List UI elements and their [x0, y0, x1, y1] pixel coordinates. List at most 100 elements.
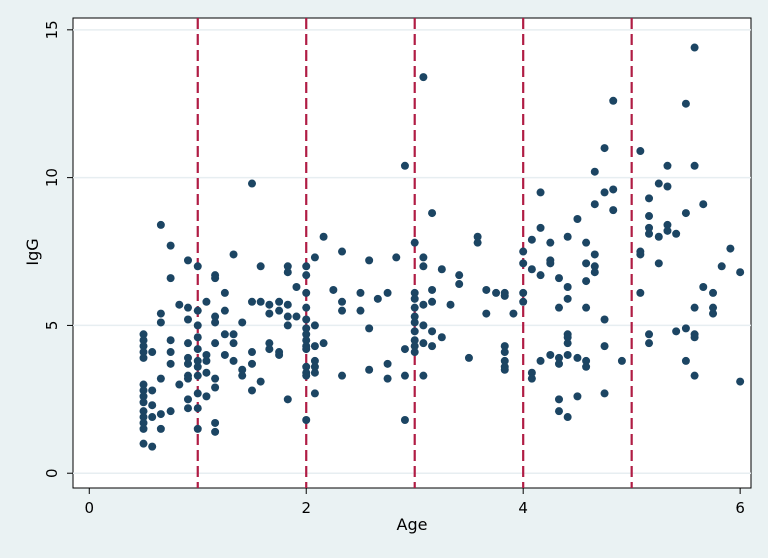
data-point — [509, 309, 518, 318]
data-point — [310, 253, 319, 262]
data-point — [527, 374, 536, 383]
data-point — [302, 330, 311, 339]
data-point — [310, 321, 319, 330]
data-point — [148, 348, 157, 357]
data-point — [600, 144, 609, 153]
data-point — [645, 330, 654, 339]
data-point — [148, 442, 157, 451]
data-point — [302, 336, 311, 345]
data-point — [338, 306, 347, 315]
data-point — [582, 356, 591, 365]
data-point — [536, 356, 545, 365]
data-point — [690, 371, 699, 380]
axes: 0 2 4 6 0 5 10 15 — [43, 20, 745, 517]
data-point — [410, 303, 419, 312]
data-point — [527, 368, 536, 377]
data-point — [428, 297, 437, 306]
data-point — [573, 392, 582, 401]
data-point — [302, 315, 311, 324]
data-point — [238, 371, 247, 380]
data-point — [211, 383, 220, 392]
data-point — [139, 336, 148, 345]
data-point — [554, 359, 563, 368]
data-point — [519, 259, 528, 268]
data-point — [681, 209, 690, 218]
data-point — [310, 356, 319, 365]
data-point — [554, 353, 563, 362]
data-point — [410, 312, 419, 321]
data-point — [302, 288, 311, 297]
data-point — [410, 318, 419, 327]
data-point — [690, 333, 699, 342]
data-point — [428, 342, 437, 351]
data-point — [193, 404, 202, 413]
data-point — [265, 309, 274, 318]
data-point — [392, 253, 401, 262]
data-point — [590, 268, 599, 277]
data-point — [473, 238, 482, 247]
data-point — [464, 353, 473, 362]
data-point — [310, 368, 319, 377]
data-point — [546, 350, 555, 359]
data-point — [238, 365, 247, 374]
data-point — [275, 350, 284, 359]
data-point — [139, 407, 148, 416]
data-point — [139, 418, 148, 427]
data-point — [609, 206, 618, 215]
data-point — [582, 303, 591, 312]
data-point — [220, 330, 229, 339]
data-point — [283, 300, 292, 309]
data-point — [590, 250, 599, 259]
data-point — [139, 392, 148, 401]
data-point — [709, 303, 718, 312]
y-tick-label: 5 — [43, 321, 61, 331]
data-point — [302, 416, 311, 425]
data-point — [554, 407, 563, 416]
data-point — [211, 318, 220, 327]
gridlines — [73, 29, 751, 474]
data-point — [139, 348, 148, 357]
data-point — [563, 339, 572, 348]
data-point — [193, 321, 202, 330]
data-point — [139, 439, 148, 448]
data-point — [681, 356, 690, 365]
data-point — [582, 238, 591, 247]
data-point — [211, 374, 220, 383]
data-point — [428, 209, 437, 218]
data-point — [247, 359, 256, 368]
data-point — [645, 223, 654, 232]
data-point — [247, 297, 256, 306]
data-point — [645, 339, 654, 348]
data-point — [238, 318, 247, 327]
data-point — [211, 339, 220, 348]
data-point — [563, 350, 572, 359]
data-point — [211, 418, 220, 427]
data-point — [654, 232, 663, 241]
data-point — [383, 374, 392, 383]
data-point — [654, 179, 663, 188]
data-point — [302, 345, 311, 354]
data-point — [645, 212, 654, 221]
data-point — [500, 365, 509, 374]
data-point — [690, 43, 699, 52]
data-point — [275, 297, 284, 306]
data-point — [202, 368, 211, 377]
data-point — [338, 371, 347, 380]
data-point — [139, 330, 148, 339]
data-point — [500, 356, 509, 365]
data-point — [156, 424, 165, 433]
data-point — [193, 362, 202, 371]
data-point — [573, 215, 582, 224]
data-point — [183, 315, 192, 324]
data-point — [166, 274, 175, 283]
data-point — [672, 327, 681, 336]
data-point — [148, 401, 157, 410]
x-axis-label: Age — [397, 515, 428, 534]
data-point — [527, 235, 536, 244]
data-point — [590, 167, 599, 176]
y-axis-label: IgG — [23, 238, 42, 265]
data-point — [229, 339, 238, 348]
data-point — [654, 259, 663, 268]
data-point — [373, 294, 382, 303]
data-point — [202, 297, 211, 306]
